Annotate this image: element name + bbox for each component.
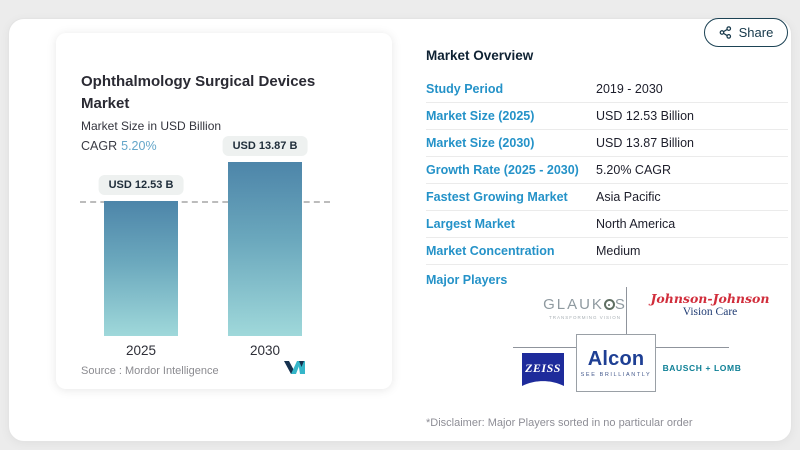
table-row: Market Size (2030) USD 13.87 Billion	[426, 130, 788, 157]
table-row: Largest Market North America	[426, 211, 788, 238]
bausch-and-lomb-logo: BAUSCH + LOMB	[662, 363, 742, 373]
alcon-text: Alcon	[587, 348, 645, 370]
glaukos-ring-icon	[603, 299, 615, 310]
glaukos-text-2: S	[614, 296, 627, 313]
row-value: USD 12.53 Billion	[596, 109, 694, 123]
row-label: Fastest Growing Market	[426, 190, 568, 204]
glaukos-tagline: TRANSFORMING VISION	[548, 315, 621, 320]
cagr-value: 5.20%	[121, 139, 157, 153]
bar-2030	[228, 162, 302, 336]
chart-subtitle: Market Size in USD Billion	[81, 119, 222, 133]
row-label: Growth Rate (2025 - 2030)	[426, 163, 579, 177]
cagr-label: CAGR	[81, 139, 118, 153]
jnj-vision-care-text: Vision Care	[682, 306, 738, 318]
bar-value-label-2030: USD 13.87 B	[222, 136, 308, 156]
connector-line-vertical	[626, 287, 627, 334]
connector-line-left	[513, 347, 576, 348]
row-label: Study Period	[426, 82, 504, 96]
bar-value-label-2025: USD 12.53 B	[98, 175, 184, 195]
row-value: 5.20% CAGR	[596, 163, 672, 177]
row-value: USD 13.87 Billion	[596, 136, 694, 150]
row-value: Asia Pacific	[596, 190, 661, 204]
table-row: Market Size (2025) USD 12.53 Billion	[426, 103, 788, 130]
row-value: Medium	[596, 244, 641, 258]
alcon-tagline: SEE BRILLIANTLY	[580, 372, 652, 378]
svg-text:ZEISS: ZEISS	[524, 361, 561, 375]
table-row: Study Period 2019 - 2030	[426, 76, 788, 103]
alcon-logo: Alcon SEE BRILLIANTLY	[576, 334, 656, 392]
chart-title: Ophthalmology Surgical Devices Market	[81, 73, 316, 112]
johnson-and-johnson-vision-care-logo: Johnson-Johnson Vision Care	[645, 291, 775, 318]
reference-dashed-line	[80, 201, 330, 203]
zeiss-logo: ZEISS	[522, 353, 564, 386]
jnj-script-text: Johnson-Johnson	[650, 291, 770, 306]
share-button[interactable]: Share	[704, 18, 788, 47]
x-axis-label-2030: 2030	[249, 343, 281, 358]
connector-line-right	[656, 347, 729, 348]
row-label: Largest Market	[426, 217, 515, 231]
glaukos-logo: GLAUK S TRANSFORMING VISION	[525, 296, 645, 320]
chart-cagr: CAGR 5.20%	[81, 139, 157, 153]
row-value: North America	[596, 217, 676, 231]
chart-panel: Ophthalmology Surgical Devices Market Ma…	[56, 33, 392, 389]
overview-table: Study Period 2019 - 2030 Market Size (20…	[426, 76, 788, 265]
row-label: Market Concentration	[426, 244, 555, 258]
table-row: Fastest Growing Market Asia Pacific	[426, 184, 788, 211]
major-players-label: Major Players	[426, 273, 508, 287]
glaukos-text-1: GLAUK	[543, 296, 604, 313]
row-label: Market Size (2030)	[426, 136, 535, 150]
share-label: Share	[738, 25, 774, 40]
share-icon	[719, 26, 731, 39]
row-label: Market Size (2025)	[426, 109, 535, 123]
bar-2025	[104, 201, 178, 336]
mordor-intelligence-logo-icon	[284, 361, 305, 374]
row-value: 2019 - 2030	[596, 82, 663, 96]
x-axis-label-2025: 2025	[125, 343, 157, 358]
table-row: Growth Rate (2025 - 2030) 5.20% CAGR	[426, 157, 788, 184]
overview-heading: Market Overview	[426, 48, 534, 63]
market-snapshot-card: Ophthalmology Surgical Devices Market Ma…	[8, 18, 792, 442]
table-row: Market Concentration Medium	[426, 238, 788, 265]
source-attribution: Source : Mordor Intelligence	[81, 365, 219, 377]
disclaimer-text: *Disclaimer: Major Players sorted in no …	[426, 417, 693, 429]
